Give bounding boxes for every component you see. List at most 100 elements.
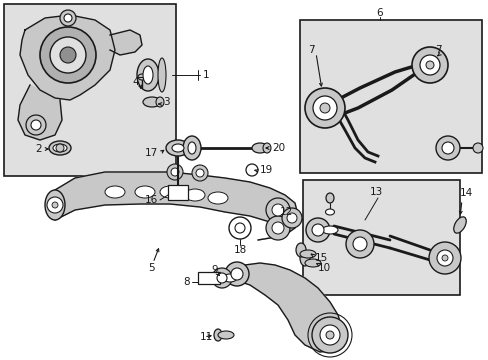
Ellipse shape bbox=[207, 192, 227, 204]
Ellipse shape bbox=[172, 144, 183, 152]
Text: 4: 4 bbox=[132, 77, 138, 87]
Ellipse shape bbox=[325, 193, 333, 203]
Circle shape bbox=[217, 273, 226, 283]
Circle shape bbox=[167, 164, 183, 180]
Circle shape bbox=[472, 143, 482, 153]
Polygon shape bbox=[235, 263, 341, 352]
Circle shape bbox=[31, 120, 41, 130]
Ellipse shape bbox=[453, 217, 465, 233]
Circle shape bbox=[230, 268, 243, 280]
Circle shape bbox=[265, 198, 289, 222]
Ellipse shape bbox=[156, 97, 163, 107]
Circle shape bbox=[26, 115, 46, 135]
Circle shape bbox=[286, 213, 296, 223]
Bar bbox=[303, 180, 459, 295]
Polygon shape bbox=[55, 172, 297, 240]
Ellipse shape bbox=[165, 140, 190, 156]
Circle shape bbox=[428, 242, 460, 274]
Ellipse shape bbox=[187, 142, 196, 154]
Ellipse shape bbox=[263, 143, 270, 153]
Circle shape bbox=[224, 262, 248, 286]
Circle shape bbox=[196, 169, 203, 177]
Ellipse shape bbox=[251, 143, 267, 153]
Circle shape bbox=[245, 164, 258, 176]
Ellipse shape bbox=[299, 250, 309, 266]
Polygon shape bbox=[18, 85, 62, 140]
Text: 11: 11 bbox=[200, 332, 213, 342]
Bar bbox=[198, 272, 220, 284]
Circle shape bbox=[228, 217, 250, 239]
Ellipse shape bbox=[325, 209, 334, 215]
Text: 1: 1 bbox=[203, 70, 209, 80]
Text: 16: 16 bbox=[144, 195, 158, 205]
Bar bbox=[4, 4, 176, 176]
Ellipse shape bbox=[184, 189, 204, 201]
Circle shape bbox=[271, 204, 284, 216]
Text: 2: 2 bbox=[35, 144, 42, 154]
Circle shape bbox=[325, 331, 333, 339]
Bar bbox=[168, 185, 187, 200]
Text: 13: 13 bbox=[369, 187, 383, 197]
Circle shape bbox=[282, 208, 302, 228]
Circle shape bbox=[40, 27, 96, 83]
Circle shape bbox=[312, 96, 336, 120]
Ellipse shape bbox=[305, 259, 320, 267]
Text: 15: 15 bbox=[314, 253, 327, 263]
Circle shape bbox=[319, 103, 329, 113]
Ellipse shape bbox=[142, 97, 161, 107]
Text: 18: 18 bbox=[233, 245, 246, 255]
Ellipse shape bbox=[158, 58, 165, 92]
Circle shape bbox=[47, 197, 63, 213]
Polygon shape bbox=[20, 15, 115, 100]
Circle shape bbox=[265, 216, 289, 240]
Circle shape bbox=[60, 47, 76, 63]
Ellipse shape bbox=[223, 274, 237, 282]
Ellipse shape bbox=[160, 186, 180, 198]
Circle shape bbox=[212, 268, 231, 288]
Ellipse shape bbox=[299, 250, 315, 258]
Text: 6: 6 bbox=[376, 8, 383, 18]
Circle shape bbox=[319, 325, 339, 345]
Ellipse shape bbox=[321, 226, 337, 234]
Circle shape bbox=[425, 61, 433, 69]
Text: 8: 8 bbox=[183, 277, 190, 287]
Ellipse shape bbox=[214, 329, 222, 341]
Ellipse shape bbox=[53, 144, 67, 152]
Circle shape bbox=[305, 88, 345, 128]
Circle shape bbox=[311, 224, 324, 236]
Circle shape bbox=[50, 37, 86, 73]
Circle shape bbox=[346, 230, 373, 258]
Circle shape bbox=[171, 168, 179, 176]
Ellipse shape bbox=[183, 136, 201, 160]
Text: 20: 20 bbox=[271, 143, 285, 153]
Text: 12: 12 bbox=[279, 207, 292, 217]
Text: 7: 7 bbox=[307, 45, 314, 55]
Text: 19: 19 bbox=[260, 165, 273, 175]
Ellipse shape bbox=[138, 74, 146, 80]
Bar bbox=[299, 20, 481, 173]
Text: 7: 7 bbox=[434, 45, 441, 55]
Polygon shape bbox=[110, 30, 142, 55]
Circle shape bbox=[435, 136, 459, 160]
Text: 10: 10 bbox=[317, 263, 330, 273]
Circle shape bbox=[56, 144, 64, 152]
Text: 9: 9 bbox=[211, 265, 218, 275]
Ellipse shape bbox=[218, 331, 234, 339]
Circle shape bbox=[441, 255, 447, 261]
Text: 14: 14 bbox=[459, 188, 472, 198]
Ellipse shape bbox=[45, 190, 65, 220]
Circle shape bbox=[436, 250, 452, 266]
Circle shape bbox=[235, 223, 244, 233]
Circle shape bbox=[411, 47, 447, 83]
Circle shape bbox=[305, 218, 329, 242]
Circle shape bbox=[271, 222, 284, 234]
Ellipse shape bbox=[49, 141, 71, 155]
Ellipse shape bbox=[105, 186, 125, 198]
Circle shape bbox=[192, 165, 207, 181]
Circle shape bbox=[52, 202, 58, 208]
Text: 17: 17 bbox=[144, 148, 158, 158]
Circle shape bbox=[352, 237, 366, 251]
Ellipse shape bbox=[142, 66, 153, 84]
Ellipse shape bbox=[137, 59, 159, 91]
Ellipse shape bbox=[135, 186, 155, 198]
